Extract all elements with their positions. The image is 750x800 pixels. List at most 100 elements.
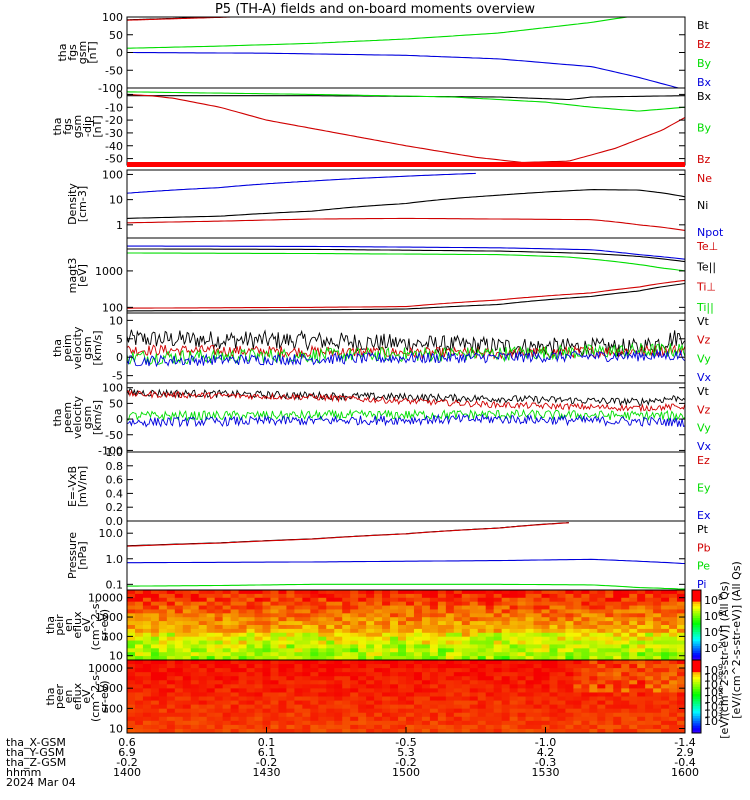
heatmap-cell	[382, 621, 391, 626]
heatmap-cell	[589, 617, 598, 622]
heatmap-cell	[326, 628, 335, 634]
heatmap-cell	[605, 656, 614, 660]
heatmap-cell	[134, 609, 144, 614]
heatmap-cell	[453, 728, 463, 733]
heatmap-cell	[398, 680, 407, 685]
panel-9	[126, 589, 702, 661]
heatmap-cell	[573, 660, 582, 665]
heatmap-cell	[286, 720, 295, 726]
heatmap-cell	[565, 688, 574, 694]
heatmap-cell	[190, 664, 200, 669]
heatmap-cell	[406, 660, 415, 665]
heatmap-cell	[318, 632, 327, 638]
heatmap-cell	[533, 593, 543, 599]
colorbar-cell	[692, 653, 701, 656]
heatmap-cell	[142, 708, 152, 714]
heatmap-cell	[382, 680, 391, 685]
heatmap-cell	[270, 632, 280, 638]
heatmap-cell	[661, 601, 670, 607]
heatmap-cell	[222, 692, 232, 698]
heatmap-cell	[413, 680, 423, 685]
heatmap-cell	[413, 716, 423, 722]
heatmap-cell	[214, 597, 224, 603]
heatmap-cell	[390, 716, 399, 722]
heatmap-cell	[206, 640, 216, 646]
heatmap-cell	[517, 660, 527, 665]
heatmap-cell	[533, 704, 543, 710]
heatmap-cell	[565, 617, 574, 622]
heatmap-cell	[206, 652, 216, 657]
heatmap-cell	[198, 668, 208, 673]
heatmap-cell	[230, 668, 240, 673]
heatmap-cell	[637, 712, 646, 718]
heatmap-cell	[222, 728, 232, 733]
heatmap-cell	[637, 692, 646, 698]
heatmap-cell	[509, 700, 519, 706]
heatmap-cell	[661, 680, 670, 685]
y-tick-label: 10	[109, 723, 123, 736]
heatmap-cell	[286, 688, 295, 694]
heatmap-cell	[661, 708, 670, 714]
heatmap-cell	[334, 605, 343, 611]
heatmap-cell	[278, 676, 288, 681]
heatmap-cell	[262, 593, 272, 599]
heatmap-cell	[222, 640, 232, 646]
heatmap-cell	[485, 656, 495, 660]
heatmap-cell	[629, 628, 638, 634]
panel-frame	[126, 451, 686, 522]
heatmap-cell	[533, 676, 543, 681]
heatmap-cell	[525, 601, 535, 607]
heatmap-cell	[206, 724, 216, 730]
heatmap-cell	[661, 716, 670, 722]
heatmap-cell	[214, 664, 224, 669]
heatmap-cell	[286, 613, 295, 618]
heatmap-cell	[501, 625, 511, 630]
heatmap-cell	[565, 728, 574, 733]
heatmap-cell	[230, 652, 240, 657]
heatmap-cell	[158, 708, 168, 714]
heatmap-cell	[661, 621, 670, 626]
colorbar-cell	[692, 703, 701, 707]
heatmap-cell	[597, 652, 606, 657]
heatmap-cell	[398, 708, 407, 714]
heatmap-cell	[557, 700, 567, 706]
heatmap-cell	[613, 696, 622, 702]
heatmap-cell	[525, 609, 535, 614]
heatmap-cell	[629, 724, 638, 730]
heatmap-cell	[557, 605, 567, 611]
heatmap-cell	[294, 625, 303, 630]
legend-bx: Bx	[697, 76, 712, 89]
heatmap-cell	[326, 621, 335, 626]
heatmap-cell	[374, 609, 383, 614]
heatmap-cell	[262, 609, 272, 614]
heatmap-cell	[445, 692, 455, 698]
heatmap-cell	[453, 712, 463, 718]
heatmap-cell	[669, 688, 678, 694]
heatmap-cell	[166, 728, 176, 733]
heatmap-cell	[358, 672, 367, 677]
heatmap-cell	[206, 672, 216, 677]
page-title: P5 (TH-A) fields and on-board moments ov…	[214, 2, 536, 17]
heatmap-cell	[318, 609, 327, 614]
heatmap-cell	[254, 644, 264, 649]
heatmap-cell	[230, 700, 240, 706]
heatmap-cell	[541, 628, 551, 634]
heatmap-cell	[398, 632, 407, 638]
heatmap-cell	[517, 617, 527, 622]
heatmap-cell	[214, 712, 224, 718]
heatmap-cell	[461, 708, 471, 714]
heatmap-cell	[206, 688, 216, 694]
heatmap-cell	[390, 696, 399, 702]
colorbar-cell	[692, 660, 701, 663]
heatmap-cell	[382, 632, 391, 638]
heatmap-cell	[445, 613, 455, 618]
heatmap-cell	[158, 692, 168, 698]
heatmap-cell	[270, 590, 280, 595]
heatmap-cell	[374, 632, 383, 638]
heatmap-cell	[653, 664, 662, 669]
heatmap-cell	[565, 613, 574, 618]
heatmap-cell	[629, 704, 638, 710]
heatmap-cell	[653, 652, 662, 657]
heatmap-cell	[453, 676, 463, 681]
heatmap-cell	[150, 668, 160, 673]
